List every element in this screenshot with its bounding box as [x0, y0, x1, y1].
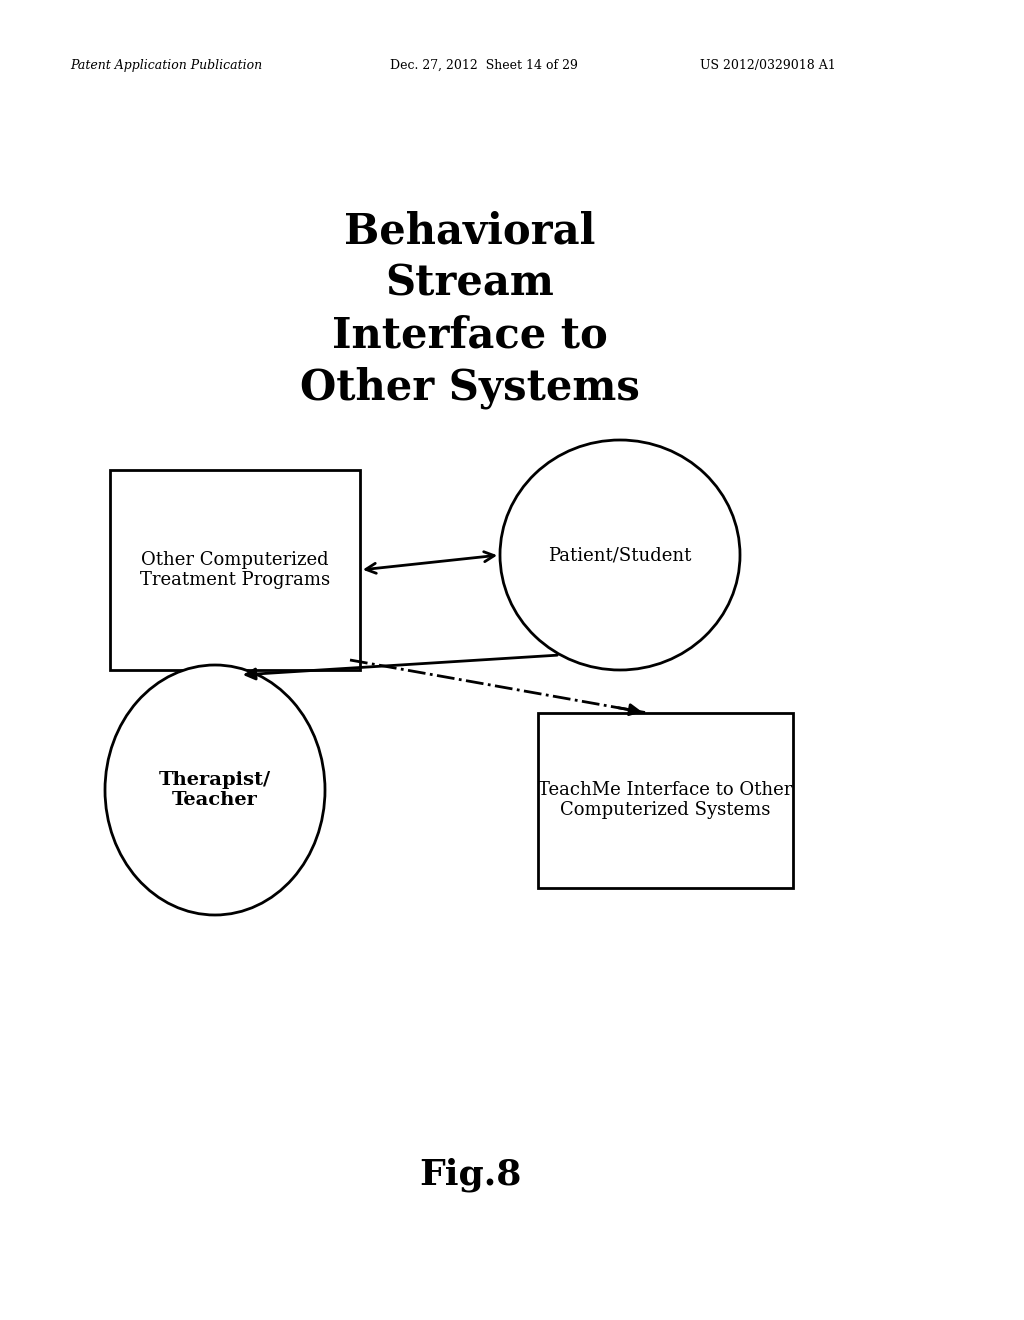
Text: Therapist/
Teacher: Therapist/ Teacher: [159, 771, 271, 809]
Text: Other Computerized
Treatment Programs: Other Computerized Treatment Programs: [140, 550, 330, 590]
Text: Patient/Student: Patient/Student: [548, 546, 691, 564]
Text: Dec. 27, 2012  Sheet 14 of 29: Dec. 27, 2012 Sheet 14 of 29: [390, 58, 578, 71]
Ellipse shape: [105, 665, 325, 915]
Text: Behavioral
Stream
Interface to
Other Systems: Behavioral Stream Interface to Other Sys…: [300, 211, 640, 409]
Ellipse shape: [500, 440, 740, 671]
Text: US 2012/0329018 A1: US 2012/0329018 A1: [700, 58, 836, 71]
FancyBboxPatch shape: [110, 470, 360, 671]
FancyBboxPatch shape: [538, 713, 793, 887]
Text: Fig.8: Fig.8: [419, 1158, 521, 1192]
Text: TeachMe Interface to Other
Computerized Systems: TeachMe Interface to Other Computerized …: [538, 780, 793, 820]
Text: Patent Application Publication: Patent Application Publication: [70, 58, 262, 71]
